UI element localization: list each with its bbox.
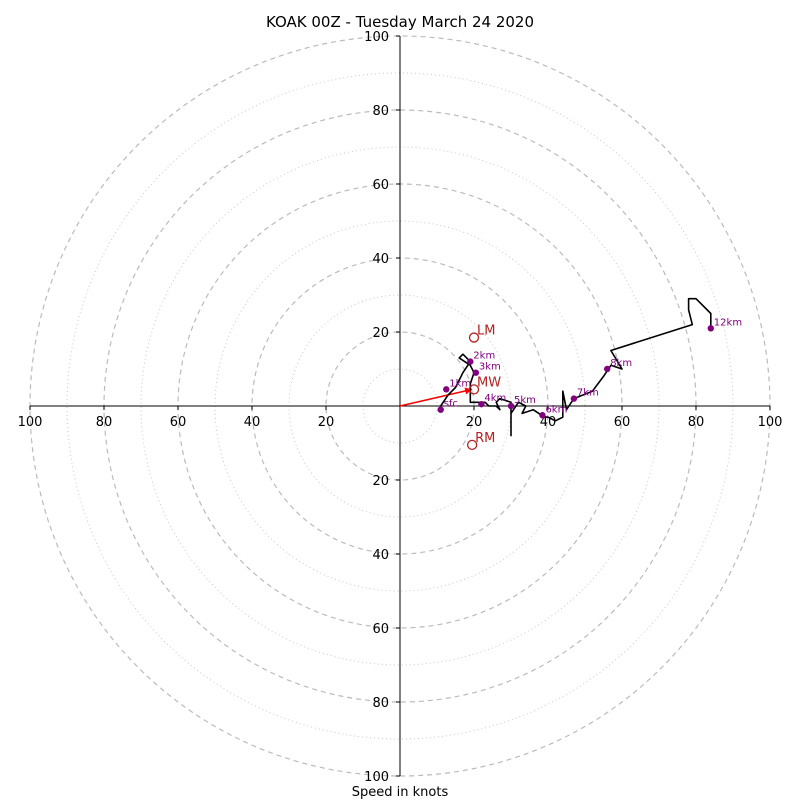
height-marker-label: 4km <box>484 393 506 404</box>
y-tick-label: 40 <box>372 252 389 267</box>
y-tick-label: 60 <box>372 622 389 637</box>
x-tick-label: 80 <box>96 415 113 430</box>
hodograph-trace <box>440 297 712 437</box>
height-marker-label: sfc <box>444 399 458 410</box>
height-marker-dot <box>443 386 450 393</box>
height-marker-label: 7km <box>577 388 599 399</box>
height-marker-label: 2km <box>473 351 495 362</box>
y-tick-label: 20 <box>372 474 389 489</box>
x-tick-label: 100 <box>18 415 43 430</box>
storm-motion-label: RM <box>475 431 495 446</box>
storm-motion-circle <box>466 439 478 451</box>
height-marker-dot <box>570 395 578 402</box>
x-tick-label: 60 <box>170 415 187 430</box>
height-marker-dot <box>539 412 546 419</box>
storm-motion-label: LM <box>477 324 495 339</box>
x-tick-label: 60 <box>614 415 631 430</box>
x-tick-label: 20 <box>466 415 483 430</box>
y-tick-label: 80 <box>372 104 389 119</box>
storm-motion-label: MW <box>477 375 501 390</box>
x-tick-label: 40 <box>244 415 261 430</box>
storm-motion-circle <box>468 384 480 395</box>
hodograph-trace-group <box>399 297 712 437</box>
height-marker-label: 6km <box>545 404 567 415</box>
height-marker-label: 12km <box>714 317 742 328</box>
y-tick-label: 20 <box>372 326 389 341</box>
height-marker-label: 8km <box>610 358 632 369</box>
chart-title: KOAK 00Z - Tuesday March 24 2020 <box>266 13 534 31</box>
storm-motion-markers: LM MW RM <box>466 324 501 451</box>
height-marker-dot <box>604 365 611 373</box>
y-tick-label: 100 <box>364 770 389 785</box>
x-tick-label: 80 <box>688 415 705 430</box>
shear-vector-line <box>399 388 473 407</box>
y-tick-label: 40 <box>372 548 389 563</box>
height-marker-dot <box>707 325 714 332</box>
y-tick-label: 100 <box>364 30 389 45</box>
height-marker-label: 5km <box>514 395 536 406</box>
height-marker-dot <box>478 400 485 408</box>
height-marker-label: 1km <box>449 378 471 389</box>
y-tick-label: 80 <box>372 696 389 711</box>
x-tick-label: 20 <box>318 415 335 430</box>
height-marker-label: 3km <box>479 362 501 373</box>
x-tick-label: 100 <box>758 415 783 430</box>
y-tick-label: 60 <box>372 178 389 193</box>
tick-labels: 100 80 60 40 20 20 40 60 80 100100806040202040608… <box>18 30 783 785</box>
x-axis-label: Speed in knots <box>352 785 449 800</box>
height-marker-dot <box>437 406 444 413</box>
storm-motion-circle <box>468 332 480 343</box>
height-marker-dot <box>467 358 474 365</box>
height-marker-dot <box>507 402 515 410</box>
height-marker-dot <box>472 369 480 376</box>
